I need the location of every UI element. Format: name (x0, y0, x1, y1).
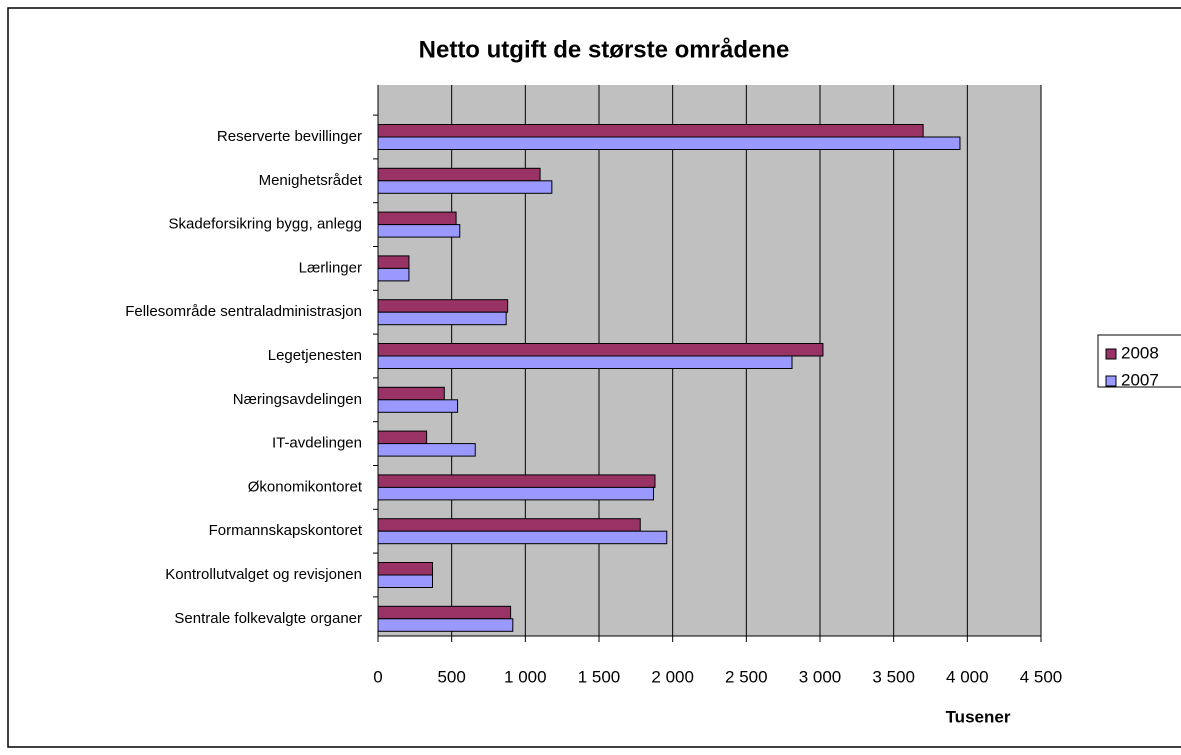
bar (377, 474, 656, 488)
y-tick-label: Fellesområde sentraladministrasjon (125, 303, 362, 320)
y-tick-label: Sentrale folkevalgte organer (174, 610, 362, 627)
x-tick-label: 1 500 (578, 667, 621, 686)
x-tick-label: 500 (437, 667, 465, 686)
bar (377, 355, 793, 369)
legend-swatch (1105, 375, 1117, 387)
x-tick-label: 2 500 (725, 667, 768, 686)
y-tick-label: Legetjenesten (268, 347, 362, 364)
y-tick-label: Kontrollutvalget og revisjonen (165, 566, 362, 583)
bar (377, 618, 514, 632)
bar (377, 562, 434, 576)
bar (377, 124, 924, 138)
bar (377, 530, 668, 545)
x-tick-label: 3 000 (799, 667, 842, 686)
bar (377, 343, 824, 357)
bar (377, 299, 509, 313)
bar (377, 518, 641, 532)
bar (377, 443, 476, 457)
bar (377, 605, 512, 620)
bar (377, 267, 410, 282)
x-tick-label: 4 500 (1020, 667, 1063, 686)
y-tick-label: Skadeforsikring bygg, anlegg (169, 216, 362, 233)
x-tick-label: 3 500 (872, 667, 915, 686)
x-axis-label: Tusener (946, 707, 1011, 726)
legend-label: 2007 (1121, 370, 1159, 389)
bar (377, 255, 410, 269)
y-tick-label: Næringsavdelingen (233, 391, 362, 408)
bar (377, 311, 507, 326)
bar (377, 180, 553, 194)
bar (377, 136, 961, 150)
bar (377, 167, 541, 182)
bar (377, 386, 445, 401)
bar (377, 430, 428, 445)
chart-title: Netto utgift de største områdene (419, 36, 790, 63)
bar (377, 211, 457, 226)
y-tick-label: Formannskapskontoret (209, 522, 363, 539)
y-tick-label: Reserverte bevillinger (217, 128, 362, 145)
y-tick-label: Lærlinger (299, 259, 362, 276)
x-tick-label: 0 (373, 667, 382, 686)
legend-swatch (1105, 348, 1117, 360)
bar (377, 399, 459, 413)
bar (377, 574, 434, 588)
y-tick-label: IT-avdelingen (272, 435, 362, 452)
y-tick-label: Økonomikontoret (248, 478, 363, 495)
legend-label: 2008 (1121, 343, 1159, 362)
x-tick-label: 4 000 (946, 667, 989, 686)
bar (377, 224, 461, 238)
x-tick-label: 2 000 (651, 667, 694, 686)
y-tick-label: Menighetsrådet (259, 172, 363, 189)
x-tick-label: 1 000 (504, 667, 547, 686)
bar (377, 486, 655, 501)
